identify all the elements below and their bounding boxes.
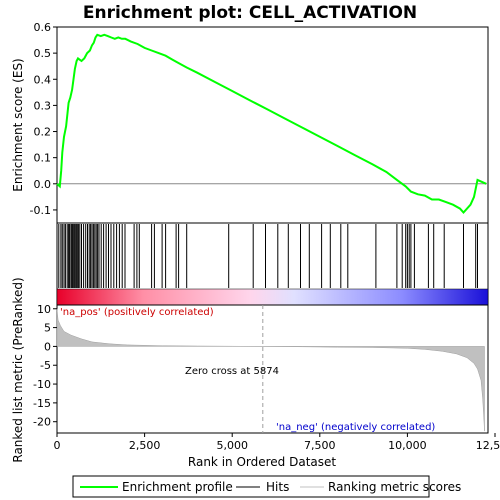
hits-panel xyxy=(56,222,489,306)
legend-label-enrichment: Enrichment profile xyxy=(122,480,233,494)
x-tick-label: 12,500 xyxy=(476,439,500,452)
legend-label-metric: Ranking metric scores xyxy=(328,480,461,494)
rank-color-bar xyxy=(56,288,489,306)
x-axis-label: Rank in Ordered Dataset xyxy=(188,455,336,469)
metric-y-tick-label: -20 xyxy=(33,416,51,429)
es-y-tick-label: 0.0 xyxy=(34,178,52,191)
es-y-axis: -0.1 0.0 0.1 0.2 0.3 0.4 0.5 0.6 xyxy=(30,21,57,217)
x-tick-label: 10,000 xyxy=(388,439,427,452)
es-y-tick-label: 0.1 xyxy=(34,152,52,165)
x-axis: 0 2,500 5,000 7,500 10,000 12,500 xyxy=(54,433,500,452)
es-y-axis-label: Enrichment score (ES) xyxy=(11,58,25,191)
metric-y-tick-label: -10 xyxy=(33,378,51,391)
es-y-tick-label: 0.2 xyxy=(34,126,52,139)
enrichment-profile-line xyxy=(56,33,487,214)
metric-y-tick-label: -15 xyxy=(33,397,51,410)
legend-label-hits: Hits xyxy=(266,480,289,494)
metric-y-tick-label: -5 xyxy=(40,359,51,372)
metric-y-axis: 10 5 0 -5 -10 -15 -20 xyxy=(33,303,57,429)
chart-title: Enrichment plot: CELL_ACTIVATION xyxy=(83,3,417,23)
es-y-tick-label: -0.1 xyxy=(30,204,51,217)
pos-correlated-label: 'na_pos' (positively correlated) xyxy=(60,307,214,318)
metric-y-axis-label: Ranked list metric (PreRanked) xyxy=(11,277,25,462)
legend: Enrichment profile Hits Ranking metric s… xyxy=(72,475,461,498)
es-panel: -0.1 0.0 0.1 0.2 0.3 0.4 0.5 0.6 Enrichment sco… xyxy=(11,21,489,224)
es-y-tick-label: 0.6 xyxy=(34,21,52,34)
ranking-metric-area xyxy=(56,308,485,432)
zero-cross-label: Zero cross at 5874 xyxy=(185,366,279,377)
metric-y-tick-label: 5 xyxy=(44,322,51,335)
x-tick-label: 5,000 xyxy=(216,439,248,452)
metric-panel: 10 5 0 -5 -10 -15 -20 0 2,500 5,000 7,500 10,000 12… xyxy=(11,277,500,469)
es-plot-frame xyxy=(56,26,489,224)
x-tick-label: 2,500 xyxy=(129,439,161,452)
neg-correlated-label: 'na_neg' (negatively correlated) xyxy=(276,422,435,433)
es-y-tick-label: 0.4 xyxy=(34,73,52,86)
x-tick-label: 7,500 xyxy=(304,439,336,452)
es-y-tick-label: 0.5 xyxy=(34,47,52,60)
hit-lines xyxy=(58,224,478,288)
es-y-tick-label: 0.3 xyxy=(34,99,52,112)
metric-y-tick-label: 10 xyxy=(37,303,51,316)
metric-plot-frame xyxy=(56,304,489,434)
metric-y-tick-label: 0 xyxy=(44,340,51,353)
x-tick-label: 0 xyxy=(54,439,61,452)
